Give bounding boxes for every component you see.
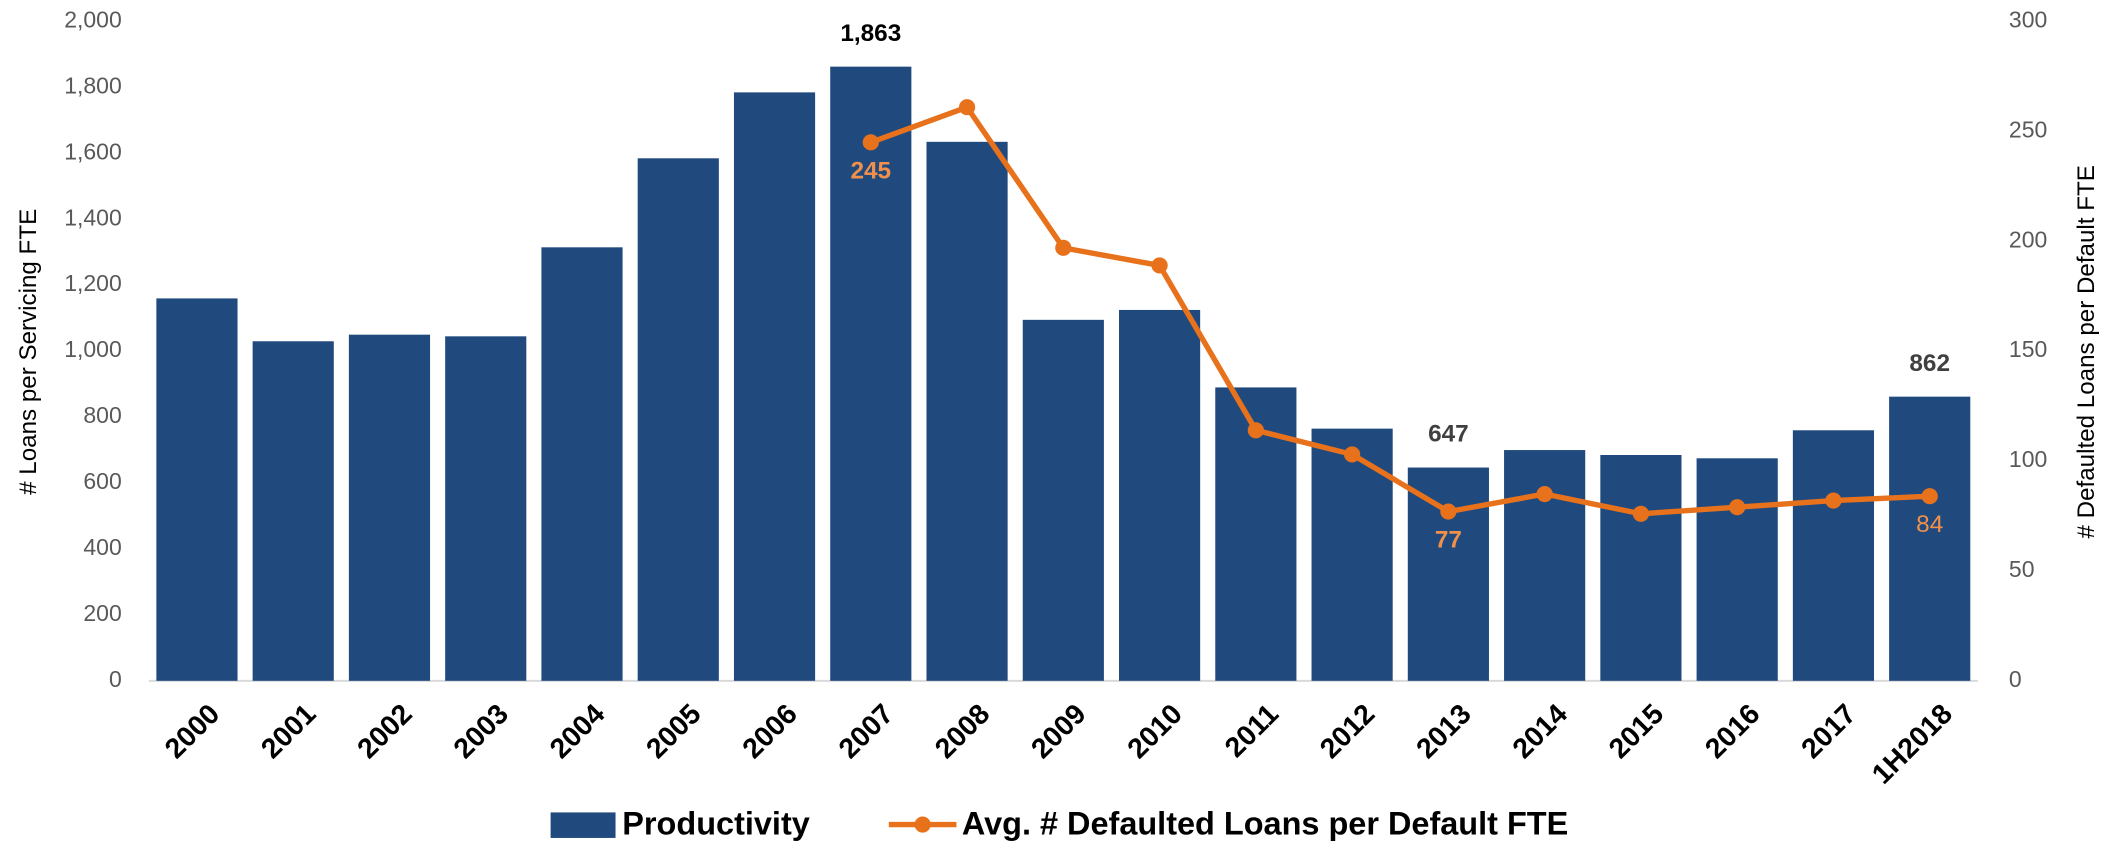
y-tick-label: 1,000: [64, 336, 122, 362]
legend-swatch: [550, 812, 616, 838]
line-point: [1536, 485, 1553, 503]
x-tick-label: 2015: [1602, 697, 1669, 764]
line-point: [1055, 239, 1072, 256]
bar: [637, 158, 719, 681]
bar: [1311, 428, 1393, 681]
x-tick-label: 2003: [447, 697, 514, 764]
bar: [1600, 455, 1682, 681]
x-tick-label: 2005: [639, 697, 706, 764]
line-value-label: 77: [1435, 527, 1462, 554]
x-tick-label: 2008: [928, 697, 995, 764]
x-tick-label: 1H2018: [1865, 697, 1958, 789]
y2-tick-label: 200: [2009, 226, 2047, 252]
bar: [1696, 458, 1778, 681]
bar-value-label: 862: [1909, 350, 1950, 377]
y2-axis-title: # Defaulted Loans per Default FTE: [2073, 165, 2100, 538]
bar: [541, 247, 623, 681]
x-tick-label: 2000: [158, 697, 225, 764]
line-point: [1151, 257, 1168, 274]
bar: [348, 334, 431, 681]
y-tick-label: 1,600: [64, 138, 122, 164]
y-tick-label: 0: [109, 666, 122, 692]
y-tick-label: 200: [83, 600, 121, 626]
bar: [1119, 309, 1201, 681]
bar: [830, 66, 912, 681]
x-tick-label: 2016: [1698, 697, 1765, 764]
x-tick-label: 2009: [1024, 697, 1091, 764]
legend-label: Avg. # Defaulted Loans per Default FTE: [962, 805, 1568, 841]
x-tick-label: 2002: [351, 697, 418, 764]
bar: [1889, 396, 1971, 681]
line-value-label: 245: [850, 157, 891, 184]
line-point: [1825, 492, 1842, 509]
bar: [733, 92, 816, 681]
line-point: [1921, 488, 1938, 505]
y2-tick-label: 250: [2009, 116, 2047, 142]
y2-tick-label: 50: [2009, 556, 2035, 582]
x-tick-label: 2012: [1313, 697, 1380, 764]
bar: [156, 298, 238, 681]
line-point: [1440, 503, 1457, 520]
bar: [445, 336, 527, 681]
y2-tick-label: 150: [2009, 336, 2047, 362]
x-tick-label: 2013: [1409, 697, 1476, 764]
bar: [926, 141, 1008, 681]
y-tick-label: 1,200: [64, 270, 122, 296]
legend-label: Productivity: [622, 805, 810, 841]
bar: [1792, 430, 1875, 681]
y2-tick-label: 300: [2009, 7, 2047, 33]
x-tick-label: 2014: [1506, 697, 1574, 764]
y-tick-label: 800: [83, 402, 121, 428]
y2-tick-label: 0: [2009, 666, 2022, 692]
x-tick-label: 2011: [1218, 697, 1284, 763]
bar-value-label: 647: [1428, 421, 1469, 448]
x-tick-label: 2006: [736, 697, 803, 764]
x-tick-label: 2010: [1121, 697, 1188, 764]
bar: [1407, 467, 1489, 681]
y-tick-label: 2,000: [64, 7, 122, 33]
line-value-label: 84: [1916, 511, 1943, 538]
y-tick-label: 600: [83, 468, 121, 494]
y-tick-label: 400: [83, 534, 121, 560]
y-axis-title: # Loans per Servicing FTE: [15, 209, 42, 495]
line-point: [1343, 446, 1361, 463]
bar: [252, 341, 334, 681]
x-tick-label: 2007: [832, 697, 899, 764]
bar-value-label: 1,863: [840, 20, 901, 47]
y-tick-label: 1,800: [64, 73, 122, 99]
y2-tick-label: 100: [2009, 446, 2047, 472]
line-point: [1729, 499, 1746, 516]
x-tick-label: 2001: [254, 697, 321, 764]
line-point: [1247, 422, 1264, 439]
x-tick-label: 2017: [1795, 697, 1862, 764]
line-point: [862, 134, 879, 151]
legend-swatch: [914, 816, 931, 833]
line-point: [1632, 505, 1650, 522]
bar: [1022, 319, 1104, 681]
y-tick-label: 1,400: [64, 204, 122, 230]
line-point: [958, 99, 976, 116]
x-tick-label: 2004: [543, 697, 611, 764]
line: [869, 104, 1930, 517]
bar: [1504, 450, 1586, 681]
